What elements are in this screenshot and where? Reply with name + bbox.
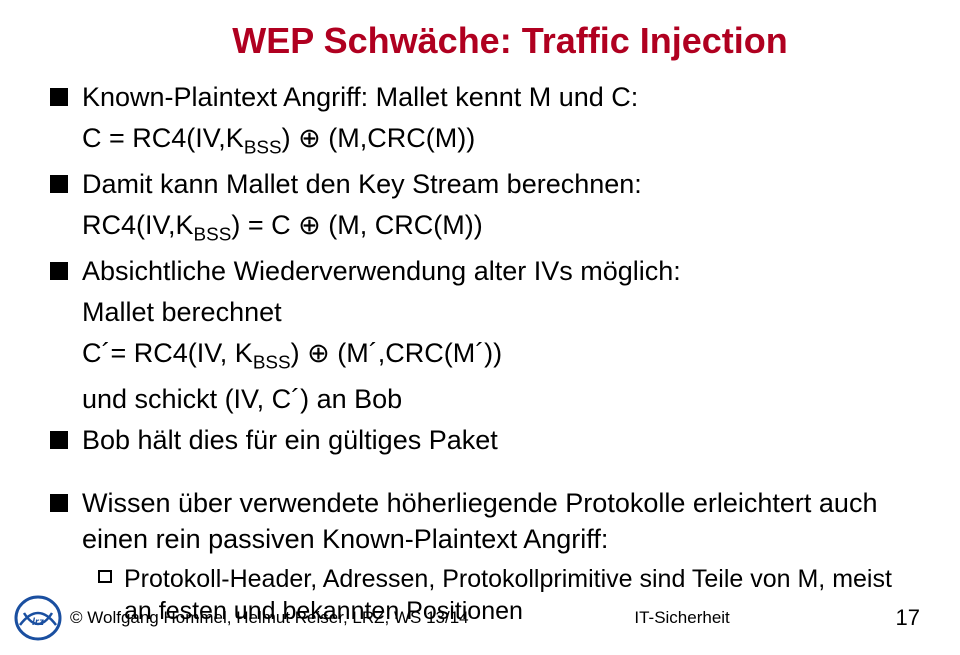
square-bullet-icon [50, 262, 68, 280]
hollow-square-bullet-icon [98, 570, 112, 583]
bullet-text: Damit kann Mallet den Key Stream berechn… [82, 167, 920, 202]
square-bullet-icon [50, 494, 68, 512]
square-bullet-icon [50, 175, 68, 193]
content-area: Known-Plaintext Angriff: Mallet kennt M … [50, 80, 920, 628]
square-bullet-icon [50, 431, 68, 449]
footer-left: lrz © Wolfgang Hommel, Helmut Reiser, LR… [14, 595, 469, 641]
square-bullet-icon [50, 88, 68, 106]
footer-page-number: 17 [896, 605, 920, 631]
bullet-3: Absichtliche Wiederverwendung alter IVs … [50, 254, 920, 289]
bullet-1-line2: C = RC4(IV,KBSS) ⊕ (M,CRC(M)) [82, 121, 920, 161]
footer-center: IT-Sicherheit [634, 608, 729, 628]
bullet-5: Wissen über verwendete höherliegende Pro… [50, 486, 920, 556]
bullet-4: Bob hält dies für ein gültiges Paket [50, 423, 920, 458]
bullet-text: Known-Plaintext Angriff: Mallet kennt M … [82, 80, 920, 115]
bullet-1-line1: Known-Plaintext Angriff: Mallet kennt M … [82, 82, 638, 112]
bullet-text: Bob hält dies für ein gültiges Paket [82, 423, 920, 458]
bullet-2: Damit kann Mallet den Key Stream berechn… [50, 167, 920, 202]
slide-title: WEP Schwäche: Traffic Injection [100, 20, 920, 62]
bullet-text: Absichtliche Wiederverwendung alter IVs … [82, 254, 920, 289]
bullet-2-line1: Damit kann Mallet den Key Stream berechn… [82, 169, 642, 199]
bullet-3-line2: Mallet berechnet [82, 295, 920, 330]
footer: lrz © Wolfgang Hommel, Helmut Reiser, LR… [0, 595, 960, 641]
slide: WEP Schwäche: Traffic Injection Known-Pl… [0, 0, 960, 655]
bullet-3-line1: Absichtliche Wiederverwendung alter IVs … [82, 256, 681, 286]
svg-text:lrz: lrz [32, 617, 44, 628]
bullet-text: Wissen über verwendete höherliegende Pro… [82, 486, 920, 556]
lrz-logo-icon: lrz [14, 595, 62, 641]
bullet-1: Known-Plaintext Angriff: Mallet kennt M … [50, 80, 920, 115]
spacer [50, 464, 920, 486]
bullet-3-line4: und schickt (IV, C´) an Bob [82, 382, 920, 417]
footer-copyright: © Wolfgang Hommel, Helmut Reiser, LRZ, W… [70, 608, 469, 628]
bullet-3-line3: C´= RC4(IV, KBSS) ⊕ (M´,CRC(M´)) [82, 336, 920, 376]
bullet-2-line2: RC4(IV,KBSS) = C ⊕ (M, CRC(M)) [82, 208, 920, 248]
